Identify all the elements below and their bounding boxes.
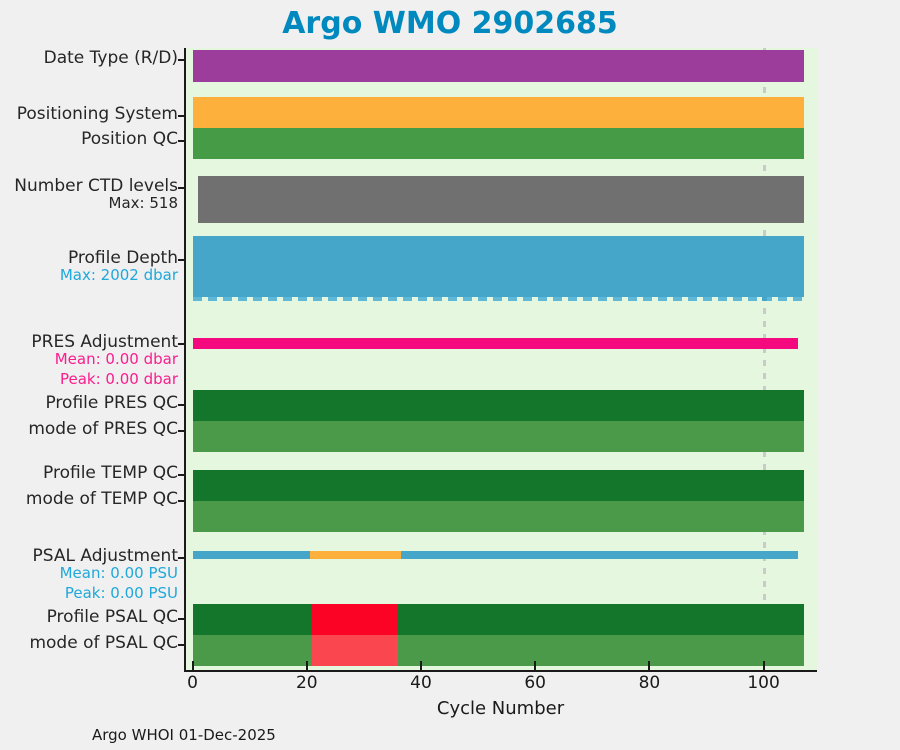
y-axis-tick — [178, 404, 186, 406]
bar-segment-overlay — [761, 501, 767, 532]
x-axis-tick — [419, 661, 422, 670]
y-axis-tick — [178, 557, 186, 559]
row-sublabel: Mean: 0.00 PSU — [59, 564, 178, 582]
bar-segment-overlay — [761, 551, 767, 559]
row-label: Date Type (R/D) — [43, 48, 178, 68]
x-axis-title: Cycle Number — [436, 698, 565, 719]
row-sublabel: Max: 518 — [108, 194, 178, 212]
row-sublabel: Peak: 0.00 dbar — [59, 370, 178, 388]
bar-segment — [192, 338, 798, 349]
x-axis-tick — [191, 661, 194, 670]
x-axis-tick — [305, 661, 308, 670]
bar-segment-overlay — [761, 176, 767, 223]
row-label: Position QC — [81, 129, 178, 149]
profile-depth-dashed-edge — [192, 297, 804, 301]
row-sublabel: Max: 2002 dbar — [59, 266, 178, 284]
bar-segment-overlay — [761, 236, 767, 301]
row-label: PSAL Adjustment — [32, 546, 178, 566]
row-sublabel: Peak: 0.00 PSU — [64, 584, 178, 602]
bar-segment-overlay — [761, 128, 767, 159]
y-axis-tick — [178, 474, 186, 476]
row-label: Profile PSAL QC — [46, 607, 178, 627]
row-label: Number CTD levels — [14, 176, 178, 196]
row-sublabel: Mean: 0.00 dbar — [54, 350, 178, 368]
x-axis-tick-label: 100 — [747, 673, 780, 693]
row-label: PRES Adjustment — [31, 332, 178, 352]
bar-segment — [192, 390, 804, 421]
bar-segment — [192, 128, 804, 159]
x-axis-line — [184, 670, 817, 672]
row-label: Profile PRES QC — [45, 393, 178, 413]
bar-segment — [192, 97, 804, 128]
y-axis-tick — [178, 644, 186, 646]
bar-segment-overlay — [761, 97, 767, 128]
x-axis-tick-label: 0 — [187, 673, 198, 693]
bar-segment-overlay — [761, 338, 767, 349]
bar-segment — [398, 635, 804, 666]
bar-segment — [192, 421, 804, 452]
bar-segment — [309, 551, 401, 559]
row-label: mode of TEMP QC — [25, 489, 178, 509]
y-axis-tick — [178, 59, 186, 61]
bar-segment — [192, 470, 804, 501]
x-axis-tick-label: 20 — [295, 673, 318, 693]
y-axis-tick — [178, 500, 186, 502]
reference-vline — [762, 48, 766, 670]
bar-segment — [192, 236, 804, 301]
row-label: Positioning System — [16, 104, 178, 124]
y-axis-tick — [178, 343, 186, 345]
y-axis-tick — [178, 259, 186, 261]
bar-segment-overlay — [761, 604, 767, 635]
bar-segment — [198, 176, 804, 223]
bar-segment-overlay — [761, 635, 767, 666]
bar-segment — [398, 604, 804, 635]
bar-segment — [192, 551, 310, 559]
row-label: Profile Depth — [67, 248, 178, 268]
x-axis-tick-label: 60 — [524, 673, 546, 693]
row-label: mode of PRES QC — [28, 419, 178, 439]
x-axis-tick-label: 80 — [638, 673, 661, 693]
chart-title: Argo WMO 2902685 — [282, 6, 618, 41]
y-axis-tick — [178, 618, 186, 620]
footer-credit: Argo WHOI 01-Dec-2025 — [92, 726, 276, 744]
bar-segment — [312, 635, 399, 666]
x-axis-tick — [534, 661, 537, 670]
bar-segment-overlay — [761, 470, 767, 501]
bar-segment-overlay — [761, 421, 767, 452]
bar-segment — [192, 501, 804, 532]
row-label: mode of PSAL QC — [29, 633, 178, 653]
bar-segment — [312, 604, 399, 635]
x-axis-tick — [762, 661, 765, 670]
bar-segment — [400, 551, 798, 559]
bar-segment — [192, 50, 804, 82]
y-axis-tick — [178, 115, 186, 117]
y-axis-tick — [178, 140, 186, 142]
x-axis-tick — [648, 661, 651, 670]
bar-segment-overlay — [761, 50, 767, 82]
x-axis-tick-label: 40 — [410, 673, 432, 693]
y-axis-tick — [178, 187, 186, 189]
bar-segment-overlay — [761, 390, 767, 421]
bar-segment — [192, 635, 313, 666]
row-label: Profile TEMP QC — [43, 463, 178, 483]
y-axis-tick — [178, 430, 186, 432]
bar-segment — [192, 604, 313, 635]
